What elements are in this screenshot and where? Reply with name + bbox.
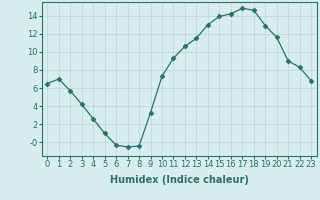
- X-axis label: Humidex (Indice chaleur): Humidex (Indice chaleur): [110, 175, 249, 185]
